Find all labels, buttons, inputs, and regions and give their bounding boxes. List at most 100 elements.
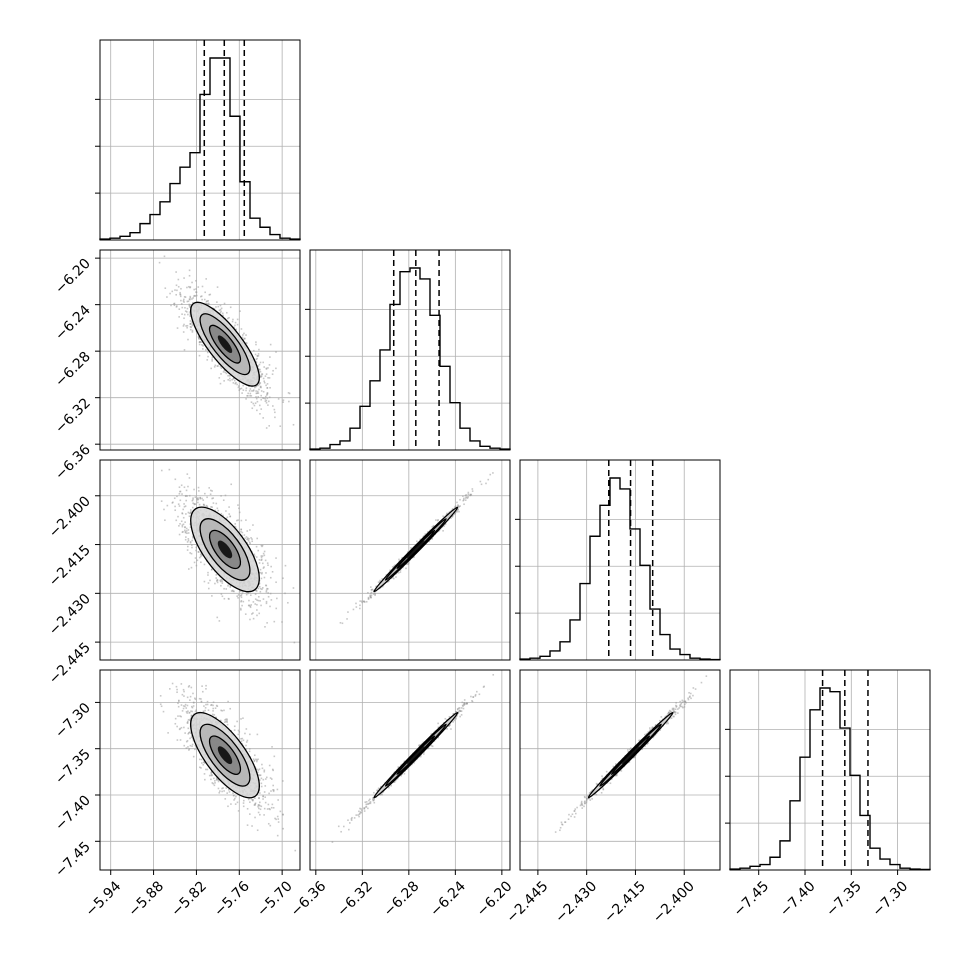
scatter-point bbox=[214, 364, 217, 367]
scatter-point bbox=[175, 271, 177, 273]
scatter-point bbox=[216, 581, 219, 584]
scatter-point bbox=[246, 537, 249, 539]
scatter-point bbox=[259, 813, 261, 816]
scatter-point bbox=[189, 732, 192, 734]
scatter-point bbox=[260, 558, 263, 561]
scatter-point bbox=[214, 582, 216, 585]
scatter-point bbox=[231, 320, 234, 323]
scatter-point bbox=[462, 497, 465, 500]
scatter-point bbox=[176, 688, 178, 691]
scatter-point bbox=[242, 802, 245, 804]
scatter-point bbox=[260, 544, 263, 547]
scatter-point bbox=[244, 732, 246, 735]
scatter-point bbox=[234, 803, 237, 805]
scatter-point bbox=[189, 320, 192, 322]
scatter-point bbox=[273, 789, 275, 791]
scatter-point bbox=[168, 468, 171, 471]
scatter-point bbox=[227, 788, 230, 791]
scatter-point bbox=[188, 311, 191, 313]
scatter-point bbox=[272, 405, 274, 407]
scatter-point bbox=[211, 360, 213, 362]
scatter-point bbox=[260, 805, 263, 808]
histogram-steps bbox=[519, 477, 721, 661]
scatter-point bbox=[263, 769, 266, 772]
scatter-point bbox=[266, 588, 269, 590]
scatter-point bbox=[192, 502, 194, 505]
scatter-point bbox=[189, 744, 192, 747]
scatter-point bbox=[180, 484, 183, 487]
scatter-point bbox=[249, 606, 252, 609]
scatter-point bbox=[233, 729, 236, 731]
scatter-point bbox=[287, 392, 290, 394]
scatter-point bbox=[242, 799, 245, 802]
scatter-point bbox=[257, 769, 260, 771]
scatter-point bbox=[176, 305, 178, 307]
scatter-point bbox=[241, 737, 244, 740]
scatter-point bbox=[184, 505, 187, 507]
scatter-point bbox=[228, 791, 231, 793]
scatter-point bbox=[261, 763, 263, 766]
scatter-point bbox=[163, 255, 166, 258]
scatter-point bbox=[247, 540, 250, 542]
scatter-point bbox=[179, 739, 182, 741]
scatter-point bbox=[464, 497, 467, 499]
scatter-point bbox=[279, 810, 282, 813]
scatter-point bbox=[215, 574, 218, 576]
scatter-point bbox=[361, 600, 363, 602]
scatter-point bbox=[181, 693, 184, 696]
scatter-point bbox=[257, 354, 260, 357]
scatter-point bbox=[206, 505, 209, 508]
scatter-point bbox=[179, 715, 181, 717]
scatter-point bbox=[179, 490, 181, 493]
scatter-point bbox=[282, 577, 284, 580]
scatter-point bbox=[176, 725, 178, 728]
scatter-point bbox=[245, 744, 247, 747]
scatter-point bbox=[220, 584, 222, 587]
scatter-point bbox=[252, 402, 255, 405]
scatter-point bbox=[255, 361, 258, 364]
scatter-point bbox=[188, 306, 191, 308]
scatter-point bbox=[184, 531, 187, 534]
scatter-point bbox=[228, 598, 230, 600]
scatter-point bbox=[242, 334, 244, 336]
scatter-point bbox=[181, 524, 184, 526]
scatter-point bbox=[274, 817, 276, 820]
scatter-point bbox=[232, 382, 235, 384]
scatter-point bbox=[189, 695, 192, 698]
scatter-point bbox=[187, 539, 190, 542]
scatter-point bbox=[189, 512, 192, 514]
scatter-point bbox=[226, 719, 228, 722]
scatter-point bbox=[186, 532, 188, 535]
scatter-point bbox=[259, 600, 261, 602]
scatter-point bbox=[257, 587, 260, 590]
scatter-point bbox=[181, 306, 184, 309]
scatter-point bbox=[264, 778, 267, 780]
scatter-point bbox=[250, 395, 253, 397]
scatter-point bbox=[245, 342, 248, 344]
scatter-point bbox=[192, 498, 194, 501]
scatter-point bbox=[257, 599, 260, 602]
scatter-point bbox=[257, 804, 260, 806]
scatter-point bbox=[205, 703, 207, 706]
scatter-point bbox=[203, 504, 206, 507]
scatter-point bbox=[200, 701, 203, 703]
histogram-panel-2 bbox=[515, 459, 721, 661]
scatter-point bbox=[180, 715, 182, 718]
scatter-point bbox=[227, 374, 229, 377]
scatter-point bbox=[263, 770, 266, 773]
scatter-point bbox=[200, 295, 202, 298]
scatter-point bbox=[256, 759, 258, 761]
scatter-point bbox=[159, 695, 162, 697]
scatter-point bbox=[256, 409, 258, 412]
scatter-point bbox=[258, 807, 260, 810]
scatter-point bbox=[352, 608, 355, 611]
scatter-point bbox=[188, 712, 190, 714]
scatter-point bbox=[188, 269, 191, 272]
scatter-point bbox=[271, 768, 274, 771]
scatter-point bbox=[240, 387, 243, 390]
scatter-point bbox=[223, 721, 226, 724]
scatter-point bbox=[241, 336, 244, 339]
scatter-point bbox=[184, 521, 186, 523]
scatter-point bbox=[216, 301, 218, 303]
scatter-point bbox=[258, 797, 260, 799]
